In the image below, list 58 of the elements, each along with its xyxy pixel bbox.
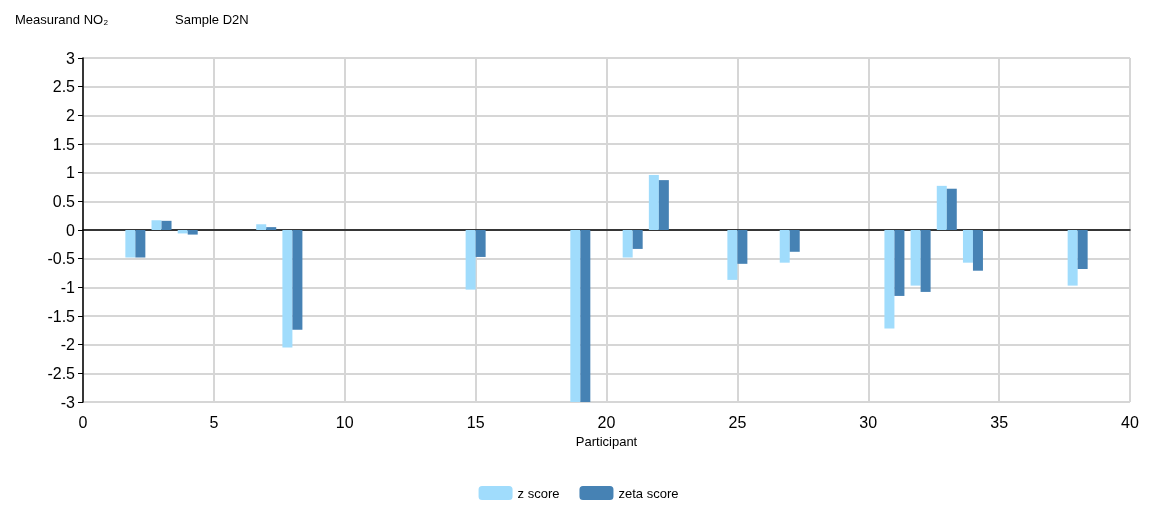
bar	[920, 230, 931, 292]
x-tick-label: 30	[859, 413, 878, 431]
bar	[727, 230, 738, 280]
bar	[125, 230, 136, 258]
bar	[292, 230, 303, 330]
x-tick-label: 20	[597, 413, 616, 431]
bar	[465, 230, 476, 290]
y-tick-label: 0.5	[52, 192, 76, 210]
y-tick-label: 3	[66, 49, 76, 67]
bar	[972, 230, 983, 271]
bar	[1077, 230, 1088, 269]
y-tick-label: -1.5	[47, 307, 76, 325]
chart-subtitle: Sample D2N	[175, 12, 249, 27]
bar	[622, 230, 633, 258]
legend-label: z score	[517, 485, 560, 501]
bar	[475, 230, 486, 257]
x-tick-label: 40	[1121, 413, 1139, 431]
bar	[946, 188, 957, 230]
x-axis-title: Participant	[575, 433, 638, 449]
bar	[187, 230, 198, 235]
bar	[894, 230, 905, 296]
bar	[910, 230, 921, 286]
bar	[256, 224, 267, 230]
bar	[648, 174, 659, 230]
y-tick-label: -0.5	[47, 250, 76, 268]
bar	[151, 220, 162, 230]
bar	[135, 230, 146, 258]
bar	[936, 185, 947, 230]
bar	[580, 230, 591, 402]
y-tick-label: -2	[60, 336, 76, 354]
y-tick-label: 2.5	[52, 78, 76, 96]
bar	[658, 180, 669, 230]
x-tick-label: 35	[990, 413, 1009, 431]
y-tick-label: 1	[66, 164, 76, 182]
bar	[632, 230, 643, 249]
bar	[161, 220, 172, 230]
bar	[1067, 230, 1078, 286]
bar	[789, 230, 800, 252]
x-tick-label: 10	[335, 413, 354, 431]
y-tick-label: 2	[66, 106, 76, 124]
x-tick-label: 5	[209, 413, 219, 431]
y-tick-label: -1	[60, 278, 76, 296]
bar	[266, 227, 277, 230]
chart-title: Measurand NO₂	[15, 12, 109, 27]
bar	[570, 230, 581, 402]
bar	[282, 230, 293, 348]
y-tick-label: 1.5	[52, 135, 76, 153]
legend-label: zeta score	[618, 485, 679, 501]
y-tick-label: -3	[60, 393, 76, 411]
bar	[884, 230, 895, 329]
x-tick-label: 15	[466, 413, 485, 431]
x-tick-label: 0	[78, 413, 88, 431]
x-tick-label: 25	[728, 413, 747, 431]
bar	[962, 230, 973, 263]
bar	[737, 230, 748, 264]
y-tick-label: -2.5	[47, 364, 76, 382]
y-tick-label: 0	[66, 221, 76, 239]
bar	[779, 230, 790, 263]
